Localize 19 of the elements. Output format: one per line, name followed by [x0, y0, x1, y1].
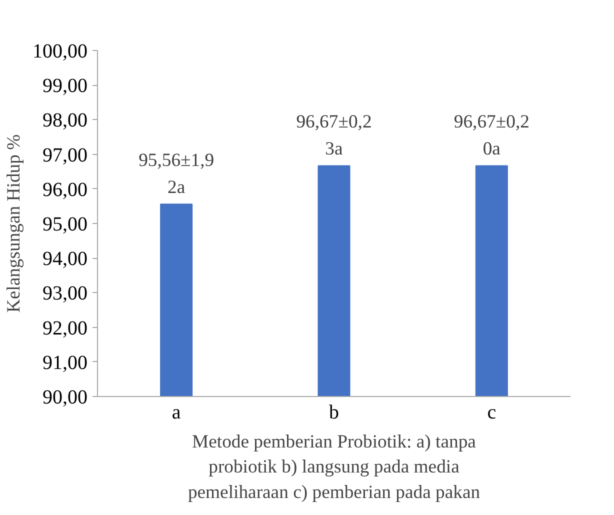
y-tick-label: 98,00	[42, 110, 88, 132]
x-tick-label: a	[172, 402, 181, 424]
y-axis-title: Kelangsungan Hidup %	[4, 134, 24, 313]
y-tick-label: 99,00	[42, 75, 88, 98]
x-axis-title: Metode pemberian Probiotik: a) tanpa probiotik b) langsung pada media pemeliharaan c) pemberian pada pakan	[188, 432, 481, 503]
y-tick-label: 90,00	[42, 386, 88, 408]
y-tick-label: 92,00	[42, 317, 88, 340]
y-tick-label: 100,00	[32, 40, 88, 62]
y-tick-label: 96,00	[42, 178, 88, 201]
data-label: 96,67±0,2 3a	[296, 111, 372, 160]
y-tick-label: 94,00	[42, 248, 88, 270]
y-tick-label: 91,00	[42, 352, 88, 374]
y-tick-label: 95,00	[42, 214, 88, 236]
x-tick-label: b	[329, 402, 339, 424]
x-tick-label: c	[487, 402, 496, 424]
y-tick-label: 97,00	[42, 144, 88, 166]
data-label: 95,56±1,9 2a	[138, 150, 214, 198]
data-label: 96,67±0,2 0a	[454, 111, 530, 160]
y-tick-label: 93,00	[42, 282, 88, 305]
